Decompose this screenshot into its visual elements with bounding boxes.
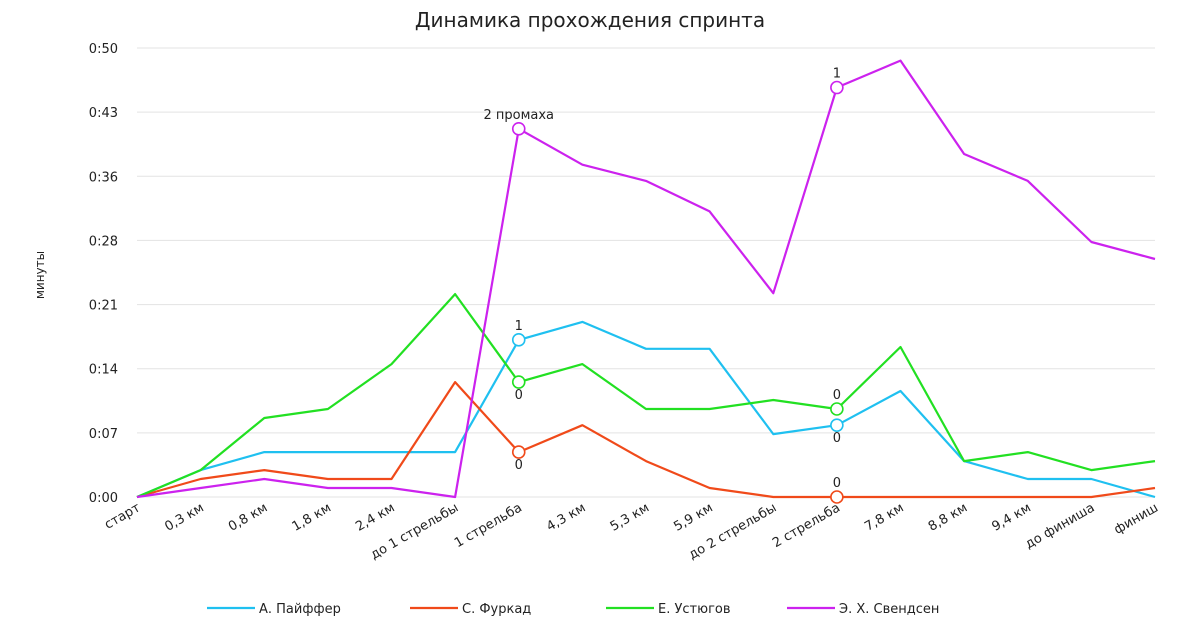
legend-label: А. Пайффер — [259, 602, 341, 617]
annotation-markers — [511, 80, 844, 504]
data-label: 2 промаха — [483, 108, 554, 123]
x-tick-label: 2,4 км — [353, 500, 397, 534]
legend: А. Пайффер С. Фуркад Е. Устюгов Э. Х. Свенд… — [207, 602, 939, 617]
data-point-marker — [511, 375, 526, 389]
x-tick-label: 5,9 км — [671, 500, 715, 534]
series-line-1 — [136, 320, 1156, 499]
data-label: 1 — [833, 67, 841, 82]
data-point-marker — [511, 445, 526, 459]
legend-label: Е. Устюгов — [658, 602, 731, 617]
series-line-3 — [136, 293, 1156, 499]
y-tick-label: 0:28 — [89, 234, 118, 249]
data-point-marker — [511, 333, 526, 347]
x-tick-label: до финиша — [1023, 500, 1098, 552]
y-tick-label: 0:14 — [89, 363, 118, 378]
x-tick-label: 8,8 км — [926, 500, 970, 534]
y-tick-label: 0:21 — [89, 299, 118, 314]
x-tick-label: 1 стрельба — [452, 500, 525, 551]
data-point-marker — [830, 402, 844, 416]
legend-label: С. Фуркад — [462, 602, 531, 617]
series-line-2 — [136, 381, 1156, 499]
x-tick-label: 4,3 км — [544, 500, 588, 534]
data-label: 1 — [515, 319, 523, 334]
y-tick-label: 0:07 — [89, 427, 118, 442]
data-point-marker — [511, 122, 526, 136]
chart-title: Динамика прохождения спринта — [415, 8, 765, 32]
y-tick-label: 0:36 — [89, 170, 118, 185]
x-tick-label: 5,3 км — [608, 500, 652, 534]
data-label: 0 — [833, 476, 841, 491]
x-tick-label: 0,3 км — [162, 500, 206, 534]
y-tick-label: 0:00 — [89, 491, 118, 506]
x-tick-label: 9,4 км — [989, 500, 1033, 534]
data-label: 0 — [833, 431, 841, 446]
annotation-labels: 2 промаха 1 1 0 0 0 0 0 — [483, 67, 841, 491]
data-label: 0 — [515, 458, 523, 473]
data-point-marker — [830, 490, 844, 504]
y-tick-label: 0:50 — [89, 42, 118, 57]
series-lines — [136, 59, 1156, 499]
x-tick-label: 2 стрельба — [770, 500, 843, 551]
data-label: 0 — [515, 388, 523, 403]
y-tick-label: 0:43 — [89, 106, 118, 121]
x-tick-label: финиш — [1112, 500, 1161, 537]
data-point-marker — [830, 80, 844, 95]
legend-label: Э. Х. Свендсен — [839, 602, 939, 617]
data-point-marker — [830, 418, 844, 432]
x-tick-label: 7,8 км — [862, 500, 906, 534]
y-tick-labels: 0:00 0:07 0:14 0:21 0:28 0:36 0:43 0:50 — [89, 42, 118, 506]
x-tick-label: 1,8 км — [290, 500, 334, 534]
series-line-4 — [136, 59, 1156, 499]
data-label: 0 — [833, 388, 841, 403]
grid-lines — [137, 47, 1155, 498]
x-tick-label: 0,8 км — [226, 500, 270, 534]
y-axis-label: минуты — [33, 251, 47, 299]
